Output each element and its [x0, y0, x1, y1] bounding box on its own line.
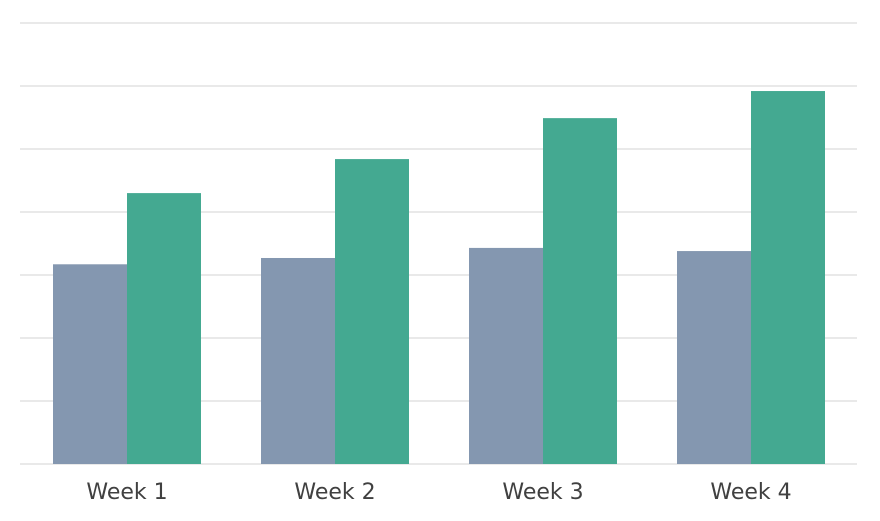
x-tick-label: Week 1 — [86, 480, 167, 505]
x-tick-label: Week 3 — [502, 480, 583, 505]
bar — [469, 247, 543, 464]
bar — [127, 193, 201, 464]
bar — [543, 118, 617, 464]
bar — [335, 159, 409, 464]
bar — [677, 251, 751, 464]
x-tick-label: Week 2 — [294, 480, 375, 505]
bar — [261, 257, 335, 464]
bar — [751, 91, 825, 464]
x-tick-label: Week 4 — [710, 480, 791, 505]
bar — [53, 264, 127, 464]
